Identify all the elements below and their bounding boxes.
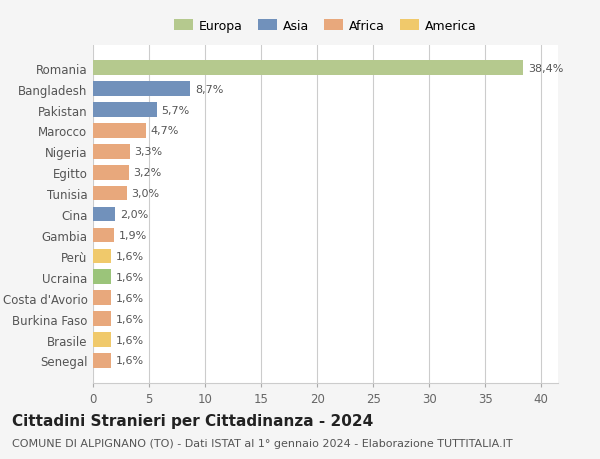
Bar: [93, 61, 523, 76]
Text: 3,2%: 3,2%: [133, 168, 161, 178]
Text: 1,6%: 1,6%: [115, 293, 143, 303]
Text: 1,6%: 1,6%: [115, 335, 143, 345]
Bar: [93, 353, 111, 368]
Text: 1,6%: 1,6%: [115, 272, 143, 282]
Bar: [93, 82, 190, 97]
Text: 8,7%: 8,7%: [195, 84, 223, 95]
Bar: [93, 312, 111, 326]
Bar: [93, 228, 114, 243]
Text: 1,6%: 1,6%: [115, 356, 143, 366]
Text: 3,3%: 3,3%: [134, 147, 163, 157]
Bar: [93, 186, 127, 201]
Bar: [93, 166, 129, 180]
Text: 1,9%: 1,9%: [119, 230, 147, 241]
Bar: [93, 249, 111, 263]
Text: 1,6%: 1,6%: [115, 314, 143, 324]
Text: 38,4%: 38,4%: [528, 63, 563, 73]
Bar: [93, 145, 130, 159]
Text: Cittadini Stranieri per Cittadinanza - 2024: Cittadini Stranieri per Cittadinanza - 2…: [12, 413, 373, 428]
Bar: [93, 103, 157, 118]
Text: 4,7%: 4,7%: [150, 126, 179, 136]
Text: 3,0%: 3,0%: [131, 189, 159, 199]
Legend: Europa, Asia, Africa, America: Europa, Asia, Africa, America: [174, 20, 477, 33]
Bar: [93, 207, 115, 222]
Text: 5,7%: 5,7%: [161, 105, 190, 115]
Text: 1,6%: 1,6%: [115, 252, 143, 261]
Text: 2,0%: 2,0%: [120, 210, 148, 219]
Bar: [93, 332, 111, 347]
Text: COMUNE DI ALPIGNANO (TO) - Dati ISTAT al 1° gennaio 2024 - Elaborazione TUTTITAL: COMUNE DI ALPIGNANO (TO) - Dati ISTAT al…: [12, 438, 512, 448]
Bar: [93, 270, 111, 285]
Bar: [93, 291, 111, 305]
Bar: [93, 124, 146, 139]
